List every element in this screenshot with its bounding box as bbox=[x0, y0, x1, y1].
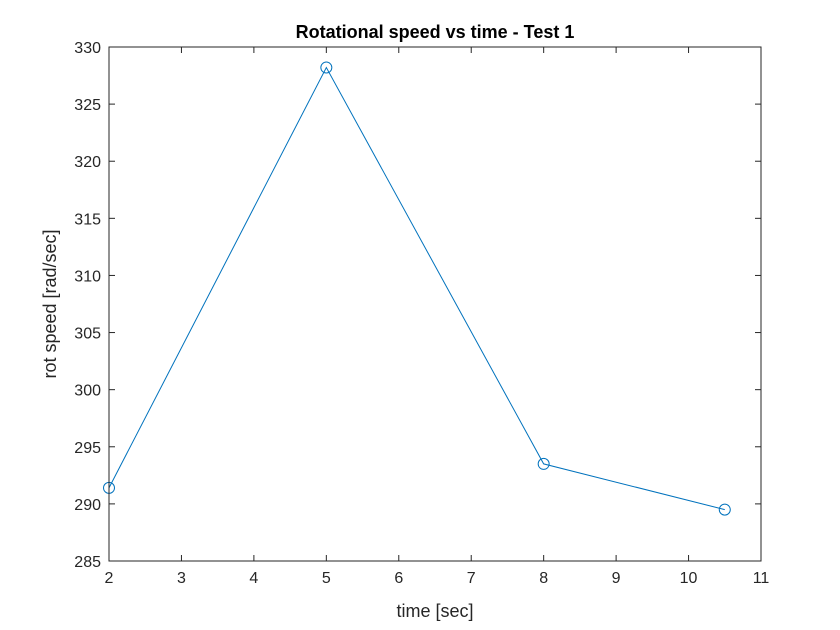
y-tick-label: 315 bbox=[74, 211, 101, 228]
x-tick-label: 8 bbox=[539, 570, 548, 587]
y-tick-label: 305 bbox=[74, 326, 101, 343]
x-tick-label: 4 bbox=[249, 570, 258, 587]
data-point-marker bbox=[320, 61, 333, 74]
y-tick-label: 300 bbox=[74, 383, 101, 400]
y-tick-label: 310 bbox=[74, 268, 101, 285]
x-tick-label: 11 bbox=[753, 570, 770, 587]
x-tick-label: 6 bbox=[394, 570, 403, 587]
y-tick-label: 295 bbox=[74, 440, 101, 457]
x-tick-label: 3 bbox=[177, 570, 186, 587]
chart-title: Rotational speed vs time - Test 1 bbox=[296, 22, 575, 42]
plot-frame bbox=[108, 46, 762, 562]
data-point-marker bbox=[718, 503, 731, 516]
y-tick-label: 325 bbox=[74, 97, 101, 114]
series-line bbox=[108, 66, 725, 511]
y-tick-label: 290 bbox=[74, 497, 101, 514]
x-tick-label: 7 bbox=[467, 570, 476, 587]
data-point-marker bbox=[537, 457, 550, 470]
x-tick-label: 9 bbox=[612, 570, 621, 587]
plot-area bbox=[109, 47, 761, 561]
x-axis-label: time [sec] bbox=[396, 601, 473, 621]
y-tick-label: 320 bbox=[74, 154, 101, 171]
x-tick-label: 5 bbox=[322, 570, 331, 587]
x-tick-label: 10 bbox=[680, 570, 698, 587]
y-axis-label: rot speed [rad/sec] bbox=[40, 229, 60, 378]
y-tick-label: 285 bbox=[74, 554, 101, 571]
x-tick-label: 2 bbox=[105, 570, 114, 587]
y-tick-label: 330 bbox=[74, 40, 101, 57]
